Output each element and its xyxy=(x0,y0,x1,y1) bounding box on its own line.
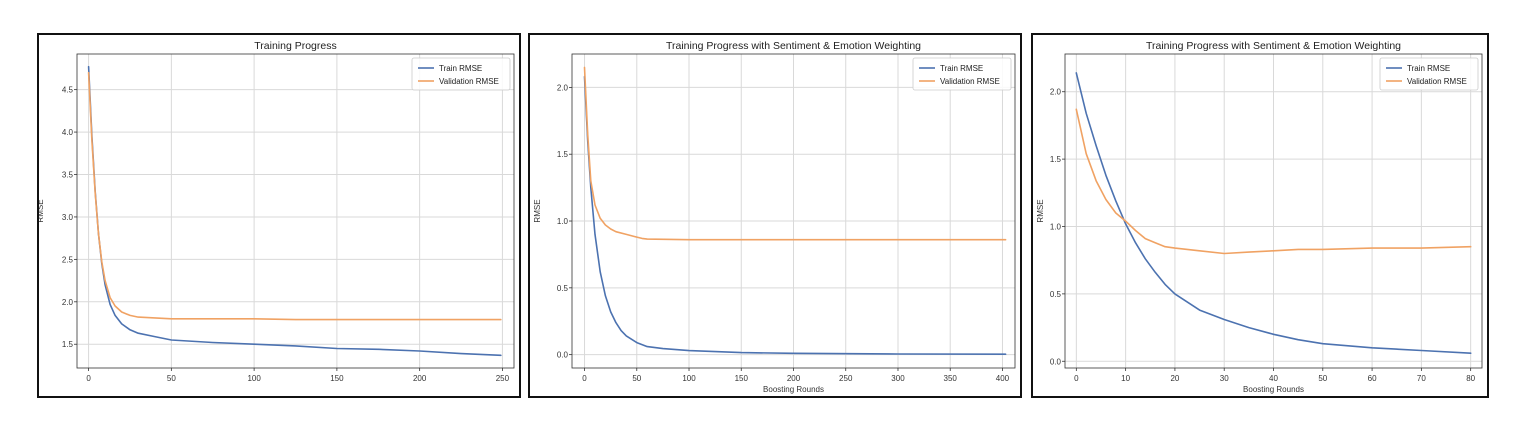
legend-box xyxy=(1379,57,1479,91)
y-tick-label: 1.0 xyxy=(557,217,569,226)
x-tick-label: 400 xyxy=(996,374,1010,383)
x-axis-label: Boosting Rounds xyxy=(763,385,824,394)
y-tick-label: 2.0 xyxy=(557,83,569,92)
x-tick-label: 30 xyxy=(1220,374,1229,383)
x-tick-label: 50 xyxy=(1318,374,1327,383)
chart-title: Training Progress xyxy=(254,40,336,52)
legend: Train RMSE Validation RMSE xyxy=(912,57,1012,91)
y-axis-label: RMSE xyxy=(39,199,45,222)
y-tick-label: 1.0 xyxy=(1050,222,1062,231)
x-tick-label: 250 xyxy=(839,374,853,383)
chart-title: Training Progress with Sentiment & Emoti… xyxy=(1146,40,1401,52)
x-tick-label: 50 xyxy=(167,374,176,383)
x-tick-label: 100 xyxy=(682,374,696,383)
legend-box xyxy=(912,57,1012,91)
series-line-train-rmse xyxy=(87,65,502,357)
series-line-validation-rmse xyxy=(87,71,502,321)
y-tick-label: 1.5 xyxy=(62,340,74,349)
chart-2-svg: 0 50 100 150 200 250 300 350 400 0.0 0.5 1.0 1.5 2.0 T… xyxy=(533,40,1016,394)
y-tick-label: 0.5 xyxy=(557,284,569,293)
chart-title: Training Progress with Sentiment & Emoti… xyxy=(666,40,921,52)
x-tick-label: 70 xyxy=(1417,374,1426,383)
series-line-train-rmse xyxy=(583,75,1007,355)
x-tick-label: 200 xyxy=(787,374,801,383)
legend: Train RMSE Validation RMSE xyxy=(1379,57,1479,91)
y-tick-label: 3.5 xyxy=(62,171,74,180)
series-line-validation-rmse xyxy=(583,66,1007,241)
x-tick-label: 300 xyxy=(891,374,905,383)
y-tick-label: 1.5 xyxy=(557,150,569,159)
chart-panel-weighted-400-rounds: 0 50 100 150 200 250 300 350 400 0.0 0.5 1.0 1.5 2.0 T… xyxy=(528,33,1022,398)
x-tick-label: 150 xyxy=(330,374,344,383)
y-tick-label: 2.0 xyxy=(62,298,74,307)
legend-label: Train RMSE xyxy=(1407,64,1450,73)
x-tick-label: 200 xyxy=(413,374,427,383)
chart-panel-training-progress: 0 50 100 150 200 250 1.5 2.0 2.5 3.0 3.5 4.0 4.5 Trai… xyxy=(37,33,521,398)
y-tick-label: 3.0 xyxy=(62,213,74,222)
legend-label: Train RMSE xyxy=(439,64,482,73)
x-tick-label: 250 xyxy=(496,374,510,383)
y-tick-label: 2.5 xyxy=(62,255,74,264)
y-tick-label: 0.0 xyxy=(1050,357,1062,366)
chart-3-svg: 0 10 20 30 40 50 60 70 80 0.0 0.5 1.0 1.5 2.0 Training… xyxy=(1036,40,1483,394)
series-line-train-rmse xyxy=(1075,72,1472,354)
x-tick-label: 0 xyxy=(86,374,91,383)
y-tick-label: 2.0 xyxy=(1050,88,1062,97)
plot-area-frame xyxy=(76,53,515,369)
chart-1-svg: 0 50 100 150 200 250 1.5 2.0 2.5 3.0 3.5 4.0 4.5 Trai… xyxy=(39,40,515,383)
x-tick-label: 20 xyxy=(1170,374,1179,383)
x-tick-label: 50 xyxy=(632,374,641,383)
x-axis-label: Boosting Rounds xyxy=(1243,385,1304,394)
x-tick-label: 350 xyxy=(944,374,958,383)
legend: Train RMSE Validation RMSE xyxy=(411,57,511,91)
x-tick-label: 60 xyxy=(1368,374,1377,383)
x-tick-label: 100 xyxy=(247,374,261,383)
x-tick-label: 10 xyxy=(1121,374,1130,383)
chart-panel-weighted-80-rounds: 0 10 20 30 40 50 60 70 80 0.0 0.5 1.0 1.5 2.0 Training… xyxy=(1031,33,1489,398)
legend-label: Validation RMSE xyxy=(439,77,499,86)
series-line-validation-rmse xyxy=(1075,108,1472,255)
y-tick-label: 4.5 xyxy=(62,86,74,95)
legend-label: Train RMSE xyxy=(940,64,983,73)
x-tick-label: 0 xyxy=(1074,374,1079,383)
y-tick-label: 0.0 xyxy=(557,351,569,360)
x-tick-label: 0 xyxy=(582,374,587,383)
legend-label: Validation RMSE xyxy=(940,77,1000,86)
y-tick-label: 1.5 xyxy=(1050,155,1062,164)
legend-box xyxy=(411,57,511,91)
x-tick-label: 150 xyxy=(735,374,749,383)
x-tick-label: 40 xyxy=(1269,374,1278,383)
x-tick-label: 80 xyxy=(1466,374,1475,383)
y-axis-label: RMSE xyxy=(1036,199,1045,222)
y-tick-label: 4.0 xyxy=(62,128,74,137)
legend-label: Validation RMSE xyxy=(1407,77,1467,86)
y-tick-label: 0.5 xyxy=(1050,290,1062,299)
y-axis-label: RMSE xyxy=(533,199,542,222)
